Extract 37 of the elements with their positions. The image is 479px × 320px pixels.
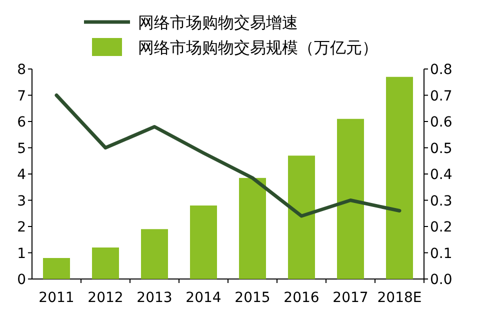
bar (386, 76, 413, 279)
y-tick-label: 1 (17, 246, 26, 262)
bar (337, 118, 364, 279)
x-tick-label: 2018E (377, 290, 422, 306)
x-tick-label: 2016 (284, 290, 320, 306)
x-tick-label: 2012 (88, 290, 124, 306)
bar (43, 258, 70, 279)
y-tick-label: 3 (17, 193, 26, 210)
y2-tick-label: 0.5 (430, 140, 452, 157)
line-series (54, 94, 402, 218)
y2-tick-label: 0.8 (430, 62, 452, 78)
x-tick-label: 2015 (234, 290, 270, 306)
legend-label: 网络市场购物交易增速 (138, 13, 298, 32)
legend-label: 网络市场购物交易规模（万亿元） (138, 38, 378, 57)
y-tick-label: 6 (17, 114, 26, 130)
y2-tick-label: 0.6 (430, 114, 452, 130)
y-tick-label: 4 (17, 167, 26, 183)
x-tick-label: 2013 (136, 290, 172, 306)
y2-tick-label: 0.7 (430, 88, 452, 104)
y-tick-label: 2 (17, 220, 26, 236)
x-tick-label: 2017 (332, 290, 368, 306)
y2-tick-label: 0.4 (430, 167, 452, 183)
y-tick-label: 8 (17, 62, 26, 78)
x-tick-label: 2014 (186, 290, 222, 306)
bar (141, 229, 168, 279)
bar (288, 156, 315, 279)
bar (239, 178, 266, 279)
y-tick-label: 5 (17, 140, 26, 157)
y2-tick-label: 0.2 (430, 220, 452, 236)
y2-tick-label: 0.1 (430, 246, 452, 262)
y-tick-label: 7 (17, 88, 26, 104)
x-tick-label: 2011 (38, 290, 74, 306)
bar (92, 248, 119, 279)
y2-tick-label: 0.3 (430, 193, 452, 210)
y2-tick-label: 0.0 (430, 272, 452, 288)
y-tick-label: 0 (17, 272, 26, 288)
bar (190, 206, 217, 279)
